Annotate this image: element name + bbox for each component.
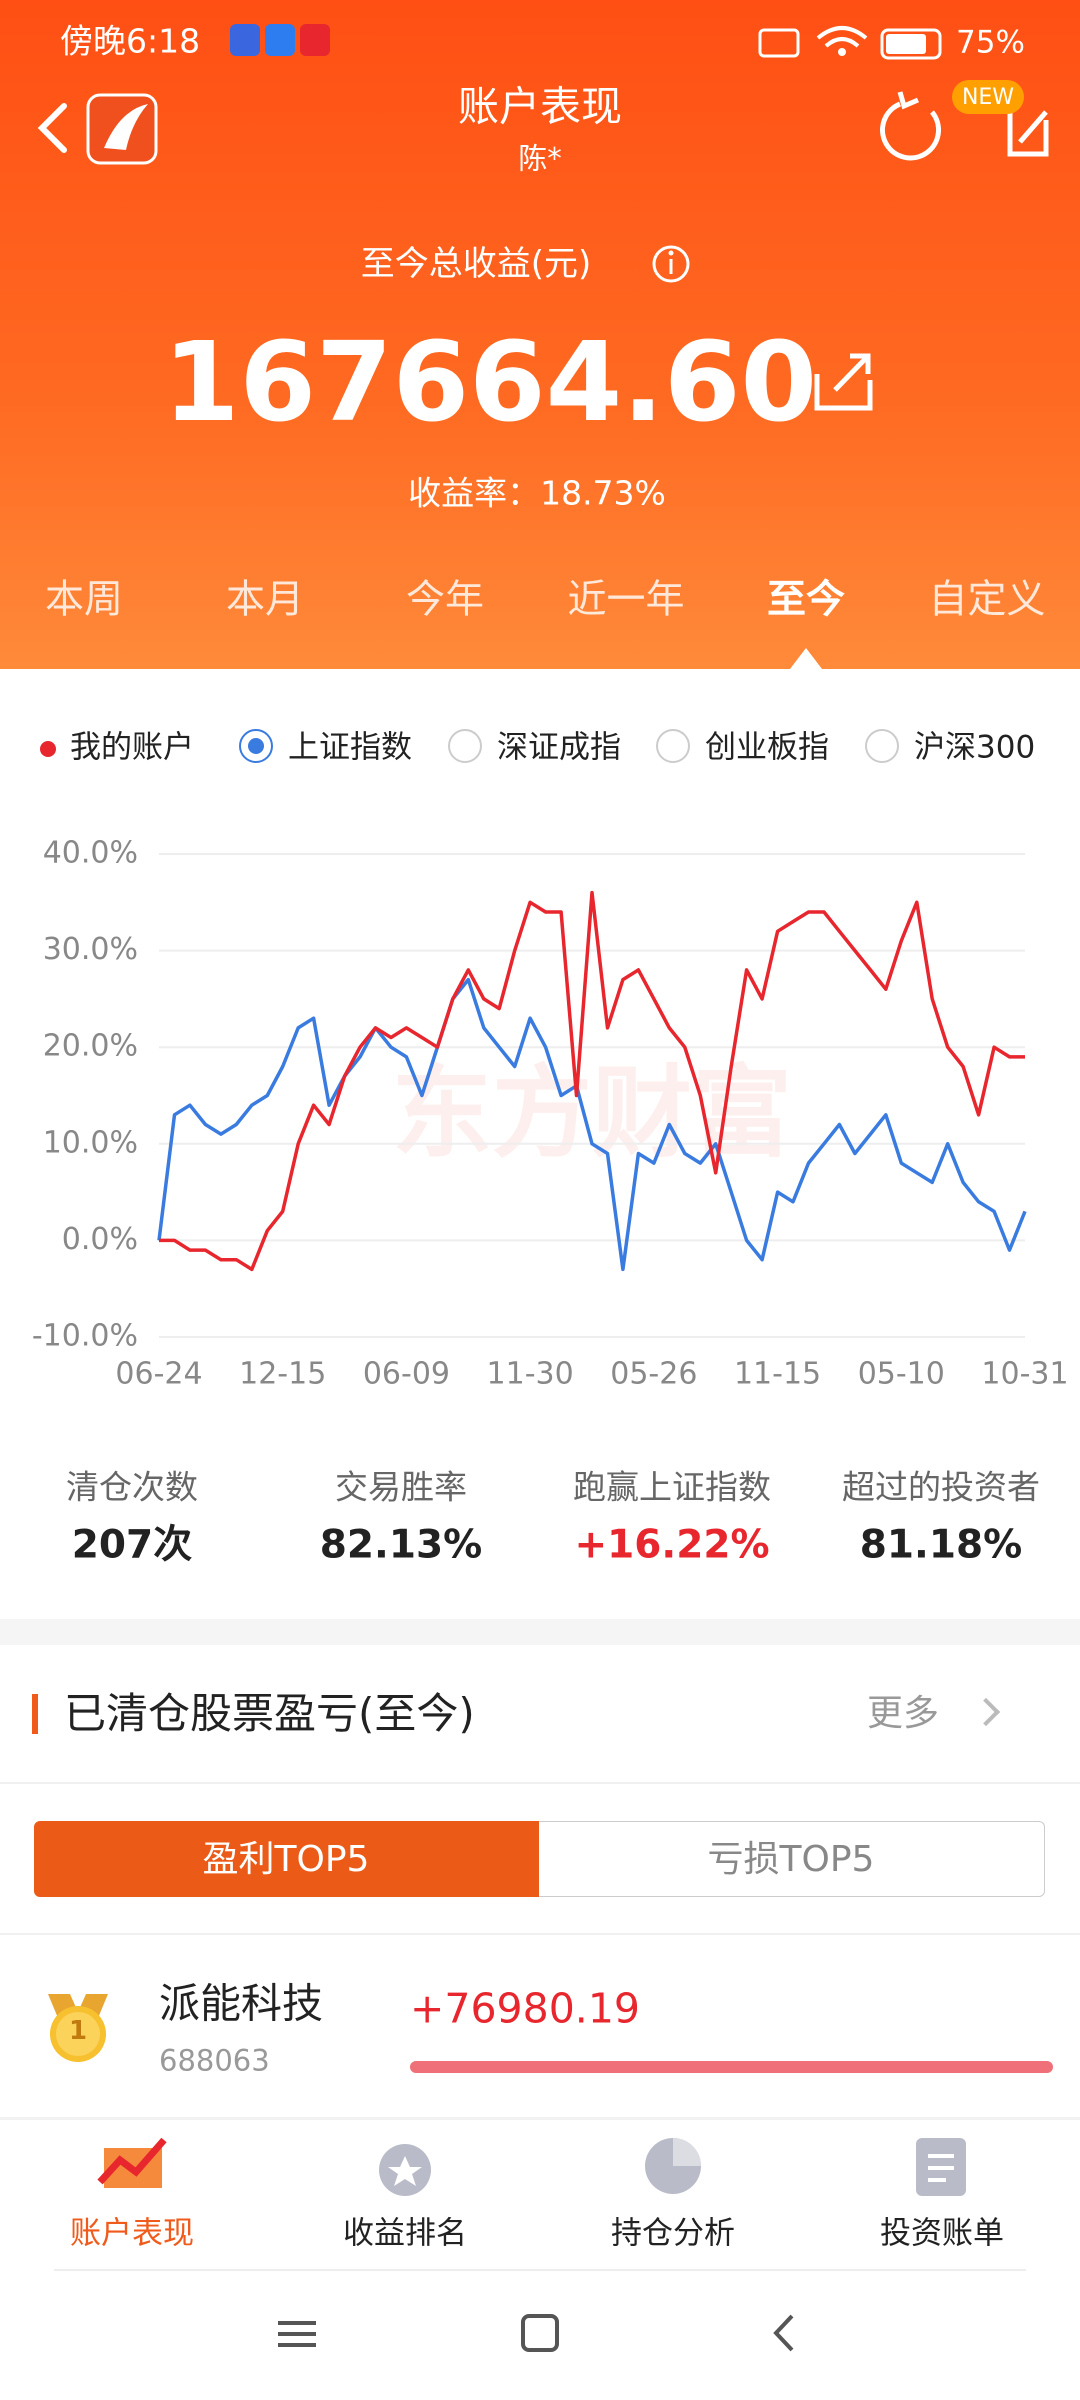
x-tick-label: 05-10 <box>858 1357 945 1392</box>
nav-label[interactable]: 持仓分析 <box>611 2215 735 2252</box>
divider <box>0 2117 1080 2120</box>
benchmark-label[interactable]: 深证成指 <box>497 729 621 766</box>
divider <box>0 1933 1080 1935</box>
nav-icons <box>54 2137 1026 2352</box>
x-tick-label: 11-30 <box>487 1357 574 1392</box>
active-tab-indicator <box>790 648 822 669</box>
legend-dot <box>40 741 56 757</box>
series-line <box>157 977 1027 1272</box>
benchmark-label[interactable]: 上证指数 <box>288 729 412 766</box>
toggle-left[interactable] <box>34 1821 539 1897</box>
new-badge: NEW <box>961 85 1015 110</box>
app-logo-mark <box>104 104 148 150</box>
y-tick-label: 10.0% <box>43 1125 138 1160</box>
stat-label: 清仓次数 <box>66 1467 198 1507</box>
x-tick-label: 06-09 <box>363 1357 450 1392</box>
stat-value: +16.22% <box>574 1522 770 1568</box>
y-tick-label: 40.0% <box>43 836 138 871</box>
tab[interactable]: 自定义 <box>928 577 1046 623</box>
header-background <box>0 0 1080 669</box>
line-chart: 东方财富-10.0%0.0%10.0%20.0%30.0%40.0%06-24 1… <box>32 836 1069 1392</box>
y-tick-label: 0.0% <box>62 1222 138 1257</box>
stat-value: 81.18% <box>859 1522 1023 1568</box>
section-gap <box>0 1619 1080 1645</box>
x-tick-label: 11-15 <box>734 1357 821 1392</box>
status-time: 傍晚6:18 <box>60 21 201 61</box>
page-title: 账户表现 <box>458 82 622 131</box>
benchmark-label[interactable]: 沪深300 <box>914 729 1036 766</box>
stat-label: 跑赢上证指数 <box>573 1467 771 1507</box>
share-button[interactable] <box>1007 110 1049 157</box>
stock-code: 688063 <box>159 2043 270 2078</box>
series-line <box>159 890 1025 1272</box>
stat-label: 交易胜率 <box>335 1467 467 1507</box>
stock-profit: +76980.19 <box>410 1984 640 2033</box>
new-badge-bg <box>952 80 1024 114</box>
y-tick-label: -10.0% <box>32 1319 138 1354</box>
more-chevron[interactable] <box>971 1697 1001 1727</box>
radio[interactable] <box>448 729 482 763</box>
x-tick-label: 06-24 <box>115 1357 202 1392</box>
tab[interactable]: 近一年 <box>567 577 685 623</box>
rank-medal <box>48 1994 108 2062</box>
benchmark-label[interactable]: 创业板指 <box>705 729 829 766</box>
x-tick-label: 12-15 <box>239 1357 326 1392</box>
legend-label: 我的账户 <box>70 729 194 766</box>
divider <box>0 1782 1080 1784</box>
back-button[interactable] <box>37 103 67 153</box>
y-tick-label: 30.0% <box>43 932 138 967</box>
status-battery: 75% <box>956 24 1025 61</box>
total-profit: 167664.60 <box>162 318 818 446</box>
stat-value: 82.13% <box>319 1522 483 1568</box>
export-icon[interactable] <box>814 374 873 411</box>
stock-name: 派能科技 <box>159 1979 323 2028</box>
more-link[interactable]: 更多 <box>867 1693 940 1734</box>
section-title: 已清仓股票盈亏(至今) <box>64 1689 475 1738</box>
tab[interactable]: 本月 <box>225 577 305 623</box>
toggle-label[interactable]: 亏损TOP5 <box>707 1839 875 1880</box>
tab[interactable]: 本周 <box>44 577 124 623</box>
refresh-button[interactable] <box>880 101 941 161</box>
nav-label-active[interactable]: 账户表现 <box>70 2215 194 2252</box>
tab-active[interactable]: 至今 <box>766 577 846 623</box>
profit-rate: 收益率：18.73% <box>408 473 666 513</box>
x-tick-label: 05-26 <box>610 1357 697 1392</box>
stat-label: 超过的投资者 <box>842 1467 1040 1507</box>
radio[interactable] <box>656 729 690 763</box>
stat-value: 207次 <box>71 1522 193 1568</box>
tab[interactable]: 今年 <box>405 577 485 623</box>
toggle-right[interactable] <box>539 1821 1045 1897</box>
radio-selected[interactable] <box>239 729 273 763</box>
header-icons <box>37 24 1049 669</box>
rank-number: 1 <box>68 2016 88 2046</box>
profit-bar <box>410 2061 1053 2073</box>
account-name: 陈* <box>518 141 562 176</box>
nav-label[interactable]: 投资账单 <box>880 2215 1004 2252</box>
toggle-label-active[interactable]: 盈利TOP5 <box>202 1839 370 1880</box>
x-tick-label: 10-31 <box>981 1357 1068 1392</box>
info-icon[interactable] <box>652 245 690 283</box>
section-marker <box>32 1694 38 1734</box>
y-tick-label: 20.0% <box>43 1029 138 1064</box>
radio-dot <box>248 738 264 754</box>
nav-label[interactable]: 收益排名 <box>343 2215 467 2252</box>
radio[interactable] <box>865 729 899 763</box>
total-label: 至今总收益(元) <box>360 244 592 284</box>
